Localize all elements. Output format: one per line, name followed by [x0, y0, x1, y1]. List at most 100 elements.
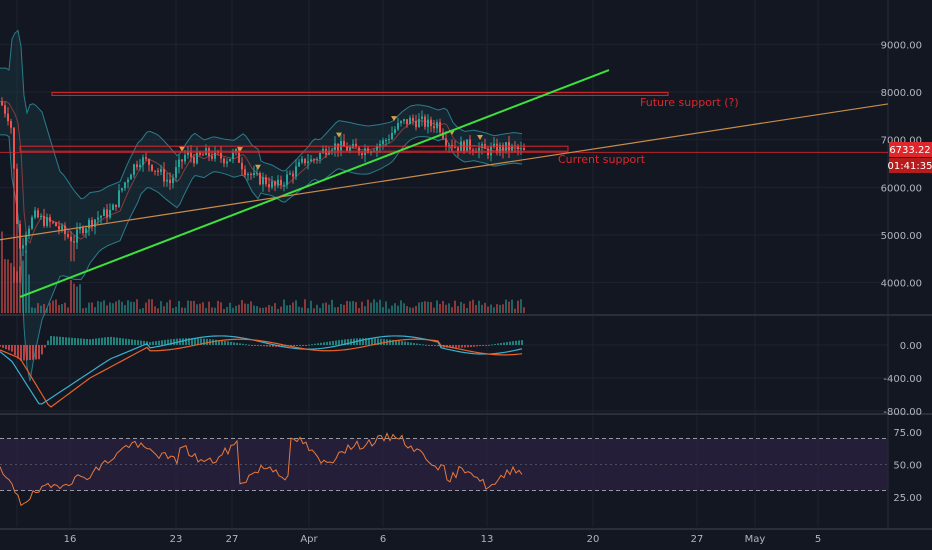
volume-bar: [217, 300, 219, 313]
volume-bar: [148, 299, 150, 313]
macd-histogram-bar: [233, 342, 235, 345]
candle-body: [289, 173, 291, 175]
volume-bar: [385, 301, 387, 313]
macd-histogram-bar: [86, 338, 88, 345]
macd-histogram-bar: [416, 343, 418, 345]
candle-body: [193, 157, 195, 164]
volume-bar: [469, 301, 471, 313]
macd-histogram-bar: [275, 345, 277, 347]
volume-bar: [127, 300, 129, 313]
volume-bar: [484, 302, 486, 313]
candle-body: [238, 149, 240, 163]
volume-bar: [397, 305, 399, 313]
macd-histogram-bar: [377, 338, 379, 345]
volume-bar: [13, 266, 15, 313]
candle-body: [412, 117, 414, 121]
candle-body: [520, 148, 522, 150]
candle-body: [469, 139, 471, 150]
volume-bar: [82, 308, 84, 313]
current-support-line[interactable]: [19, 145, 569, 152]
bollinger-upper: [0, 29, 523, 200]
macd-histogram-bar: [422, 344, 424, 346]
volume-bar: [37, 303, 39, 313]
volume-bar: [274, 303, 276, 313]
volume-bar: [121, 301, 123, 313]
volume-bar: [151, 299, 153, 313]
candle-body: [103, 209, 105, 216]
macd-histogram-bar: [50, 336, 52, 345]
signal-marker: [336, 132, 342, 138]
macd-histogram-bar: [425, 344, 427, 346]
candle-body: [52, 221, 54, 223]
volume-bar: [199, 303, 201, 313]
macd-histogram-bar: [230, 341, 232, 345]
macd-histogram-bar: [437, 345, 439, 347]
volume-bar: [496, 304, 498, 313]
macd-histogram-bar: [296, 345, 298, 347]
volume-bar: [262, 307, 264, 313]
candle-body: [445, 138, 447, 146]
macd-histogram-bar: [17, 345, 19, 359]
volume-bar: [253, 305, 255, 313]
volume-bar: [100, 301, 102, 313]
candle-body: [343, 140, 345, 147]
rsi-axis-label: 50.00: [893, 461, 922, 472]
macd-histogram-bar: [473, 345, 475, 347]
volume-bar: [88, 302, 90, 313]
candle-body: [247, 174, 249, 176]
volume-bar: [67, 307, 69, 313]
price-axis: 9000.00 8000.00 7000.00 6000.00 5000.00 4000.…: [881, 40, 922, 504]
candle-body: [145, 157, 147, 159]
volume-bar: [298, 306, 300, 313]
macd-histogram-bar: [371, 338, 373, 345]
macd-histogram-bar: [182, 338, 184, 345]
volume-bar: [25, 250, 27, 313]
candle-body: [415, 120, 417, 128]
volume-bar: [1, 231, 3, 313]
volume-bar: [340, 303, 342, 313]
candle-body: [502, 144, 504, 152]
volume-bar: [433, 307, 435, 313]
time-axis-label: 13: [481, 534, 494, 545]
volume-bar: [439, 303, 441, 313]
future-support-line[interactable]: [51, 91, 669, 96]
current-price-tag[interactable]: [889, 142, 932, 157]
volume-bar: [256, 306, 258, 313]
macd-histogram-bar: [2, 345, 4, 348]
candle-body: [97, 217, 99, 220]
macd-histogram-bar: [89, 339, 91, 345]
candle-body: [493, 143, 495, 147]
volume-bar: [58, 304, 60, 313]
macd-histogram-bar: [482, 345, 484, 346]
candle-body: [430, 119, 432, 127]
macd-histogram-bar: [521, 340, 523, 345]
volume-bar: [19, 266, 21, 313]
macd-histogram-bar: [0, 345, 1, 347]
macd-histogram-bar: [305, 345, 307, 346]
volume-bar: [436, 300, 438, 313]
candle-body: [304, 158, 306, 164]
candle-body: [214, 151, 216, 159]
volume-bar: [388, 308, 390, 313]
volume-bar: [412, 307, 414, 313]
macd-signal-line: [0, 338, 523, 408]
macd-histogram-bar: [434, 345, 436, 346]
trendline-green[interactable]: [19, 69, 610, 298]
time-axis-label: 27: [226, 534, 239, 545]
candle-body: [1, 101, 3, 106]
candle-body: [466, 139, 468, 152]
volume-bar: [259, 307, 261, 313]
candle-body: [73, 241, 75, 243]
candle-body: [250, 174, 252, 176]
candle-body: [427, 119, 429, 127]
volume-bar: [166, 302, 168, 313]
candle-body: [226, 161, 228, 164]
volume-bar: [379, 299, 381, 313]
trendline-orange[interactable]: [0, 103, 889, 241]
macd-histogram-bar: [59, 336, 61, 345]
macd-histogram-bar: [503, 342, 505, 345]
volume-bar: [352, 301, 354, 313]
candle-body: [364, 148, 366, 156]
volume-bar: [523, 307, 525, 313]
